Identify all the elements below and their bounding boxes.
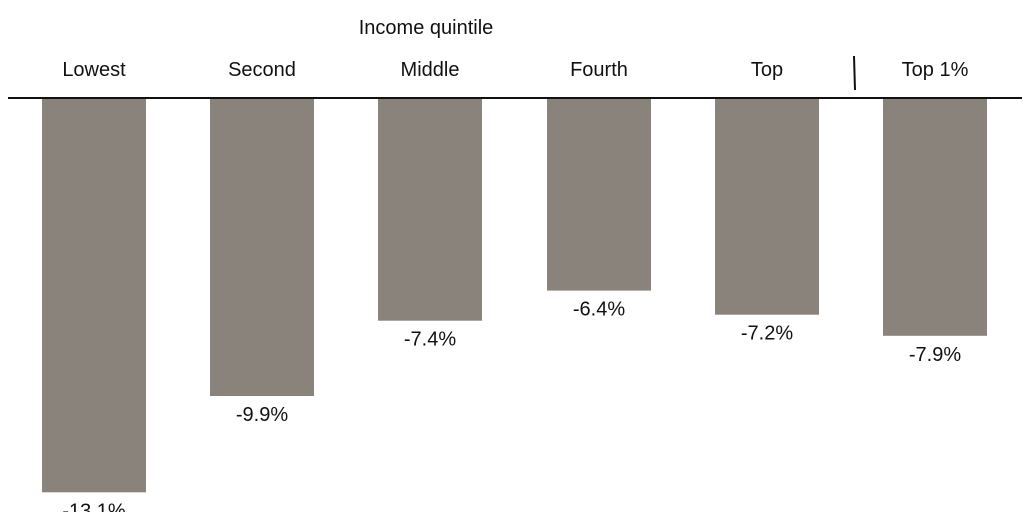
category-labels: Lowest Second Middle Fourth Top Top 1%: [62, 59, 968, 81]
category-label-second: Second: [228, 59, 296, 81]
category-label-lowest: Lowest: [62, 59, 126, 81]
value-label-fourth: -6.4%: [573, 299, 625, 321]
value-label-second: -9.9%: [236, 404, 288, 426]
category-label-top: Top: [751, 59, 783, 81]
bar-top: [715, 98, 819, 315]
category-label-fourth: Fourth: [570, 59, 628, 81]
value-label-top: -7.2%: [741, 323, 793, 345]
chart-title: Income quintile: [359, 17, 494, 39]
bar-lowest: [42, 98, 146, 493]
bar-top-1pct: [883, 98, 987, 336]
value-labels: -13.1% -9.9% -7.4% -6.4% -7.2% -7.9%: [62, 299, 961, 512]
value-label-lowest: -13.1%: [62, 500, 126, 512]
bars: [42, 98, 987, 493]
value-label-top-1pct: -7.9%: [909, 344, 961, 366]
value-label-middle: -7.4%: [404, 329, 456, 351]
group-separator: [853, 55, 856, 91]
bar-middle: [378, 98, 482, 321]
category-label-middle: Middle: [401, 59, 460, 81]
bar-second: [210, 98, 314, 396]
category-label-top-1pct: Top 1%: [902, 59, 969, 81]
bar-fourth: [547, 98, 651, 291]
